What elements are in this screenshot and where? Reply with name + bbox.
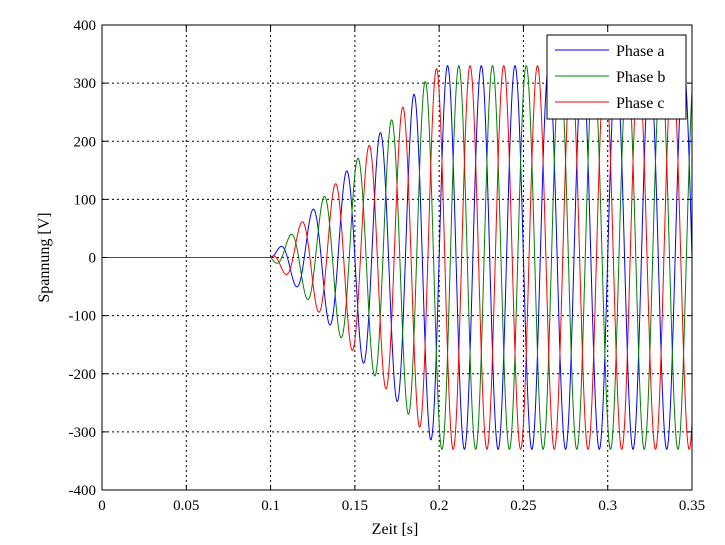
y-tick-label: 200 [74,134,97,150]
y-tick-label: 100 [74,192,97,208]
y-tick-label: -200 [69,367,97,383]
legend: Phase a Phase b Phase c [546,34,687,120]
y-tick-labels: 400 300 200 100 0 -100 -200 -300 -400 [69,18,97,499]
legend-label: Phase b [616,69,665,86]
legend-box [546,34,687,120]
y-tick-label: 400 [74,18,97,34]
y-axis-label: Spannung [V] [36,212,53,302]
x-tick-labels: 0 0.05 0.1 0.15 0.2 0.25 0.3 0.35 [98,498,705,514]
y-tick-label: 0 [89,251,97,267]
x-tick-label: 0.2 [430,498,449,514]
x-tick-label: 0.15 [342,498,368,514]
axis-ticks [101,24,693,491]
series-line-phase-c [102,65,692,450]
y-tick-label: -400 [69,483,97,499]
x-tick-label: 0 [98,498,106,514]
x-tick-label: 0.25 [510,498,536,514]
y-tick-label: 300 [74,76,97,92]
legend-label: Phase c [616,95,664,112]
x-tick-label: 0.1 [261,498,280,514]
y-tick-label: -100 [69,309,97,325]
x-tick-label: 0.35 [679,498,705,514]
y-tick-label: -300 [69,425,97,441]
x-axis-label: Zeit [s] [372,521,419,538]
x-tick-label: 0.05 [173,498,199,514]
legend-label: Phase a [616,43,664,60]
x-tick-label: 0.3 [598,498,617,514]
